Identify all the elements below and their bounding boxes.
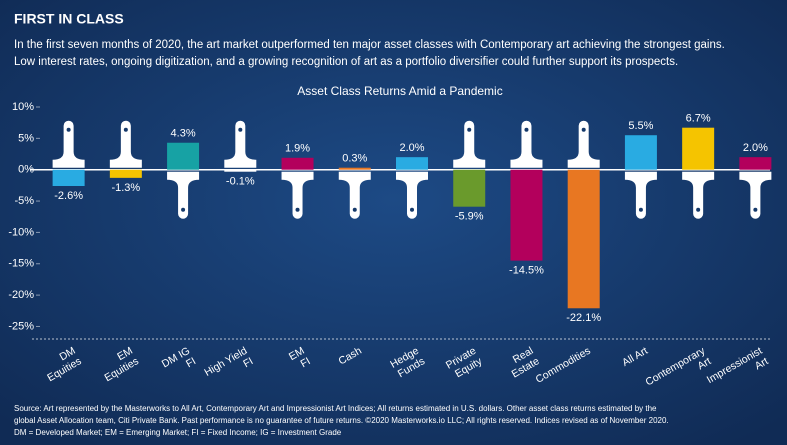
brush-hole [238,127,243,132]
bar [52,169,85,187]
subtitle-line: Low interest rates, ongoing digitization… [14,56,678,68]
brush-handle [453,120,486,168]
value-label: 0.3% [342,153,367,165]
value-label: 5.5% [628,120,653,132]
brush-hole [524,127,529,132]
value-label: -1.3% [111,182,140,194]
brush-hole [410,207,414,212]
bar [739,157,772,170]
brush-handle [624,171,657,219]
y-tick-label: -5% [14,195,34,207]
header: FIRST IN CLASS [14,11,124,27]
bar [167,142,200,170]
bar [396,157,428,170]
y-tick-label: 5% [18,132,34,144]
brush-hole [467,127,472,132]
brush-hole [352,207,357,212]
brush-hole [581,127,586,132]
brush-hole [123,127,128,132]
bar [109,169,142,178]
y-tick-label: -25% [8,320,34,332]
value-label: -22.1% [566,312,601,324]
bar [624,135,657,170]
footnote-line: global Asset Allocation team, Citi Priva… [14,416,669,425]
bar [338,167,371,170]
brush-handle [510,120,543,168]
brush-handle [396,171,428,219]
value-label: -5.9% [455,211,484,223]
footnote-line: DM = Developed Market; EM = Emerging Mar… [14,428,342,437]
brush-hole [181,207,186,212]
brush-handle [167,171,200,219]
bar [453,169,486,207]
brush-handle [338,171,371,219]
y-tick-label: 0% [18,164,34,176]
brush-handle [109,120,142,168]
value-label: 2.0% [399,142,424,154]
bar [682,127,715,170]
brush-hole [638,207,643,212]
footnote-line: Source: Art represented by the Masterwor… [14,404,657,413]
brush-handle [739,171,772,219]
bar [567,169,600,309]
brush-handle [281,171,314,219]
y-tick-label: -15% [8,258,34,270]
bar [224,169,257,172]
brush-hole [696,207,701,212]
y-tick-label: -20% [8,289,34,301]
value-label: 6.7% [686,113,711,125]
brush-hole [66,127,71,132]
subtitle-line: In the first seven months of 2020, the a… [14,39,725,51]
x-tick-label-line: Art [695,355,713,372]
brush-hole [753,207,758,212]
brush-handle [567,120,600,168]
value-label: -14.5% [509,265,544,277]
brush-hole [295,207,300,212]
value-label: -2.6% [54,190,83,202]
y-tick-label: 10% [12,101,34,113]
bar [281,157,314,170]
brush-handle [52,120,85,168]
value-label: 1.9% [285,143,310,155]
value-label: 2.0% [743,142,768,154]
brush-handle [682,171,715,219]
y-tick-label: -10% [8,226,34,238]
bar [510,169,543,261]
value-label: -0.1% [226,176,255,188]
x-tick-label-line: Art [753,355,771,372]
brush-handle [224,120,257,168]
value-label: 4.3% [171,128,196,140]
chart-title: Asset Class Returns Amid a Pandemic [297,84,502,98]
